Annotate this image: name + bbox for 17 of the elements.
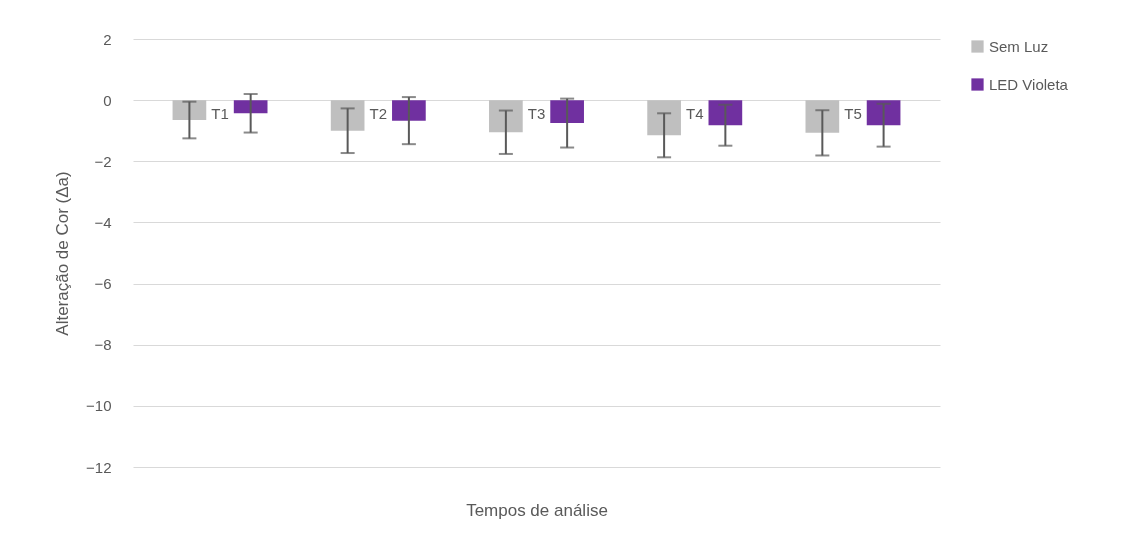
y-tick-label: −12	[86, 458, 112, 476]
y-axis-title: Alteração de Cor (Δa)	[53, 171, 73, 336]
y-tick-label: −2	[94, 152, 112, 170]
y-tick-label: −10	[86, 397, 112, 415]
legend-label: LED Violeta	[989, 75, 1069, 93]
legend-label: Sem Luz	[989, 37, 1049, 55]
y-tick-label: 0	[103, 91, 112, 109]
x-tick-label: T2	[369, 104, 388, 122]
x-tick-label: T4	[685, 104, 704, 122]
y-tick-label: −4	[94, 213, 112, 231]
x-tick-label: T5	[844, 104, 862, 122]
y-tick-label: −6	[94, 275, 112, 293]
x-tick-label: T1	[211, 104, 229, 122]
y-tick-label: 2	[103, 30, 112, 48]
x-tick-label: T3	[527, 104, 546, 122]
x-axis-title: Tempos de análise	[466, 500, 608, 520]
y-tick-label: −8	[94, 336, 112, 354]
